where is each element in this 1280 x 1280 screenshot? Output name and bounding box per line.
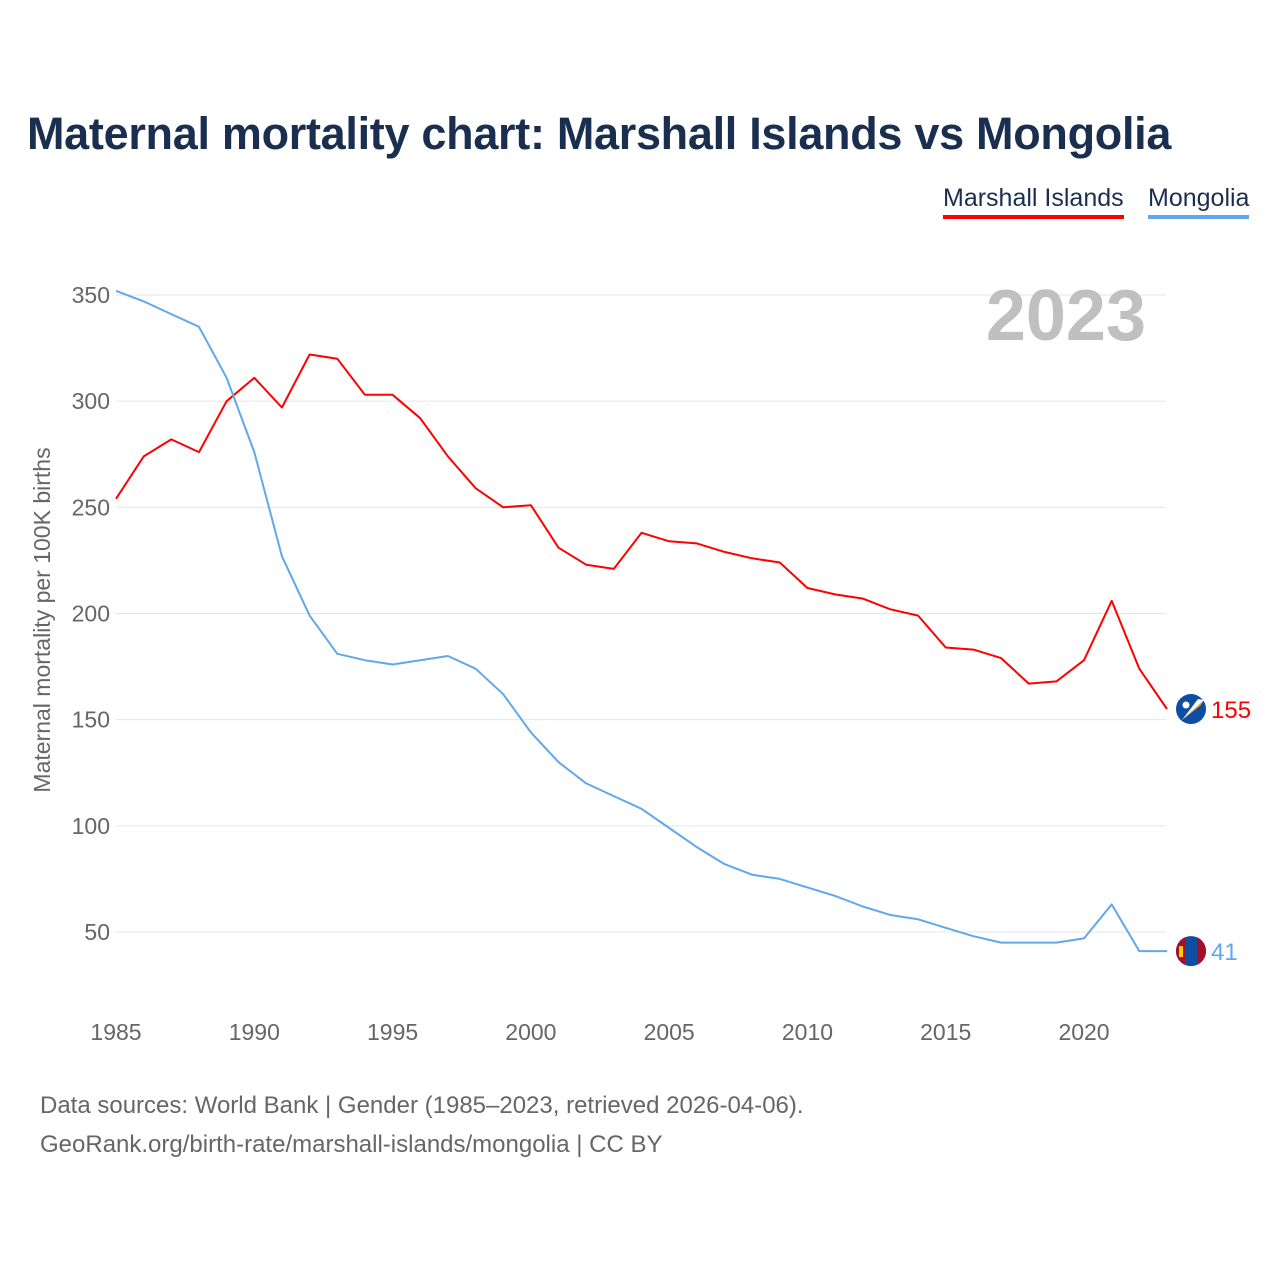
x-tick-label: 2005 — [644, 1019, 695, 1045]
x-tick-label: 1985 — [90, 1019, 141, 1045]
y-tick-label: 200 — [72, 601, 110, 627]
end-value-label: 41 — [1211, 939, 1238, 966]
soyombo-symbol — [1179, 946, 1183, 958]
x-tick-label: 2010 — [782, 1019, 833, 1045]
y-tick-label: 150 — [72, 707, 110, 733]
x-tick-label: 2020 — [1058, 1019, 1109, 1045]
series-line-mongolia — [115, 289, 1167, 953]
source-link[interactable]: GeoRank.org/birth-rate/marshall-islands/… — [40, 1131, 663, 1158]
footer: Data sources: World Bank | Gender (1985–… — [40, 1086, 804, 1164]
legend-mongolia[interactable]: Mongolia — [1148, 184, 1250, 219]
y-axis-label: Maternal mortality per 100K births — [29, 447, 55, 792]
y-tick-label: 350 — [72, 282, 110, 308]
y-tick-label: 300 — [72, 388, 110, 414]
year-label: 2023 — [986, 276, 1146, 356]
x-tick-label: 2015 — [920, 1019, 971, 1045]
chart-title: Maternal mortality chart: Marshall Islan… — [27, 108, 1172, 159]
x-tick-label: 1995 — [367, 1019, 418, 1045]
end-value-label: 155 — [1211, 697, 1251, 724]
flag-stripe — [1197, 937, 1207, 965]
legend-marshall-islands[interactable]: Marshall Islands — [943, 184, 1124, 219]
y-tick-label: 50 — [84, 919, 110, 945]
x-tick-label: 2000 — [505, 1019, 556, 1045]
series-line-marshall-islands — [115, 353, 1168, 710]
flag-star — [1182, 701, 1190, 709]
x-tick-label: 1990 — [229, 1019, 280, 1045]
flag-stripe — [1182, 699, 1204, 721]
y-tick-label: 100 — [72, 813, 110, 839]
data-source: Data sources: World Bank | Gender (1985–… — [40, 1092, 804, 1119]
y-tick-label: 250 — [72, 494, 110, 520]
